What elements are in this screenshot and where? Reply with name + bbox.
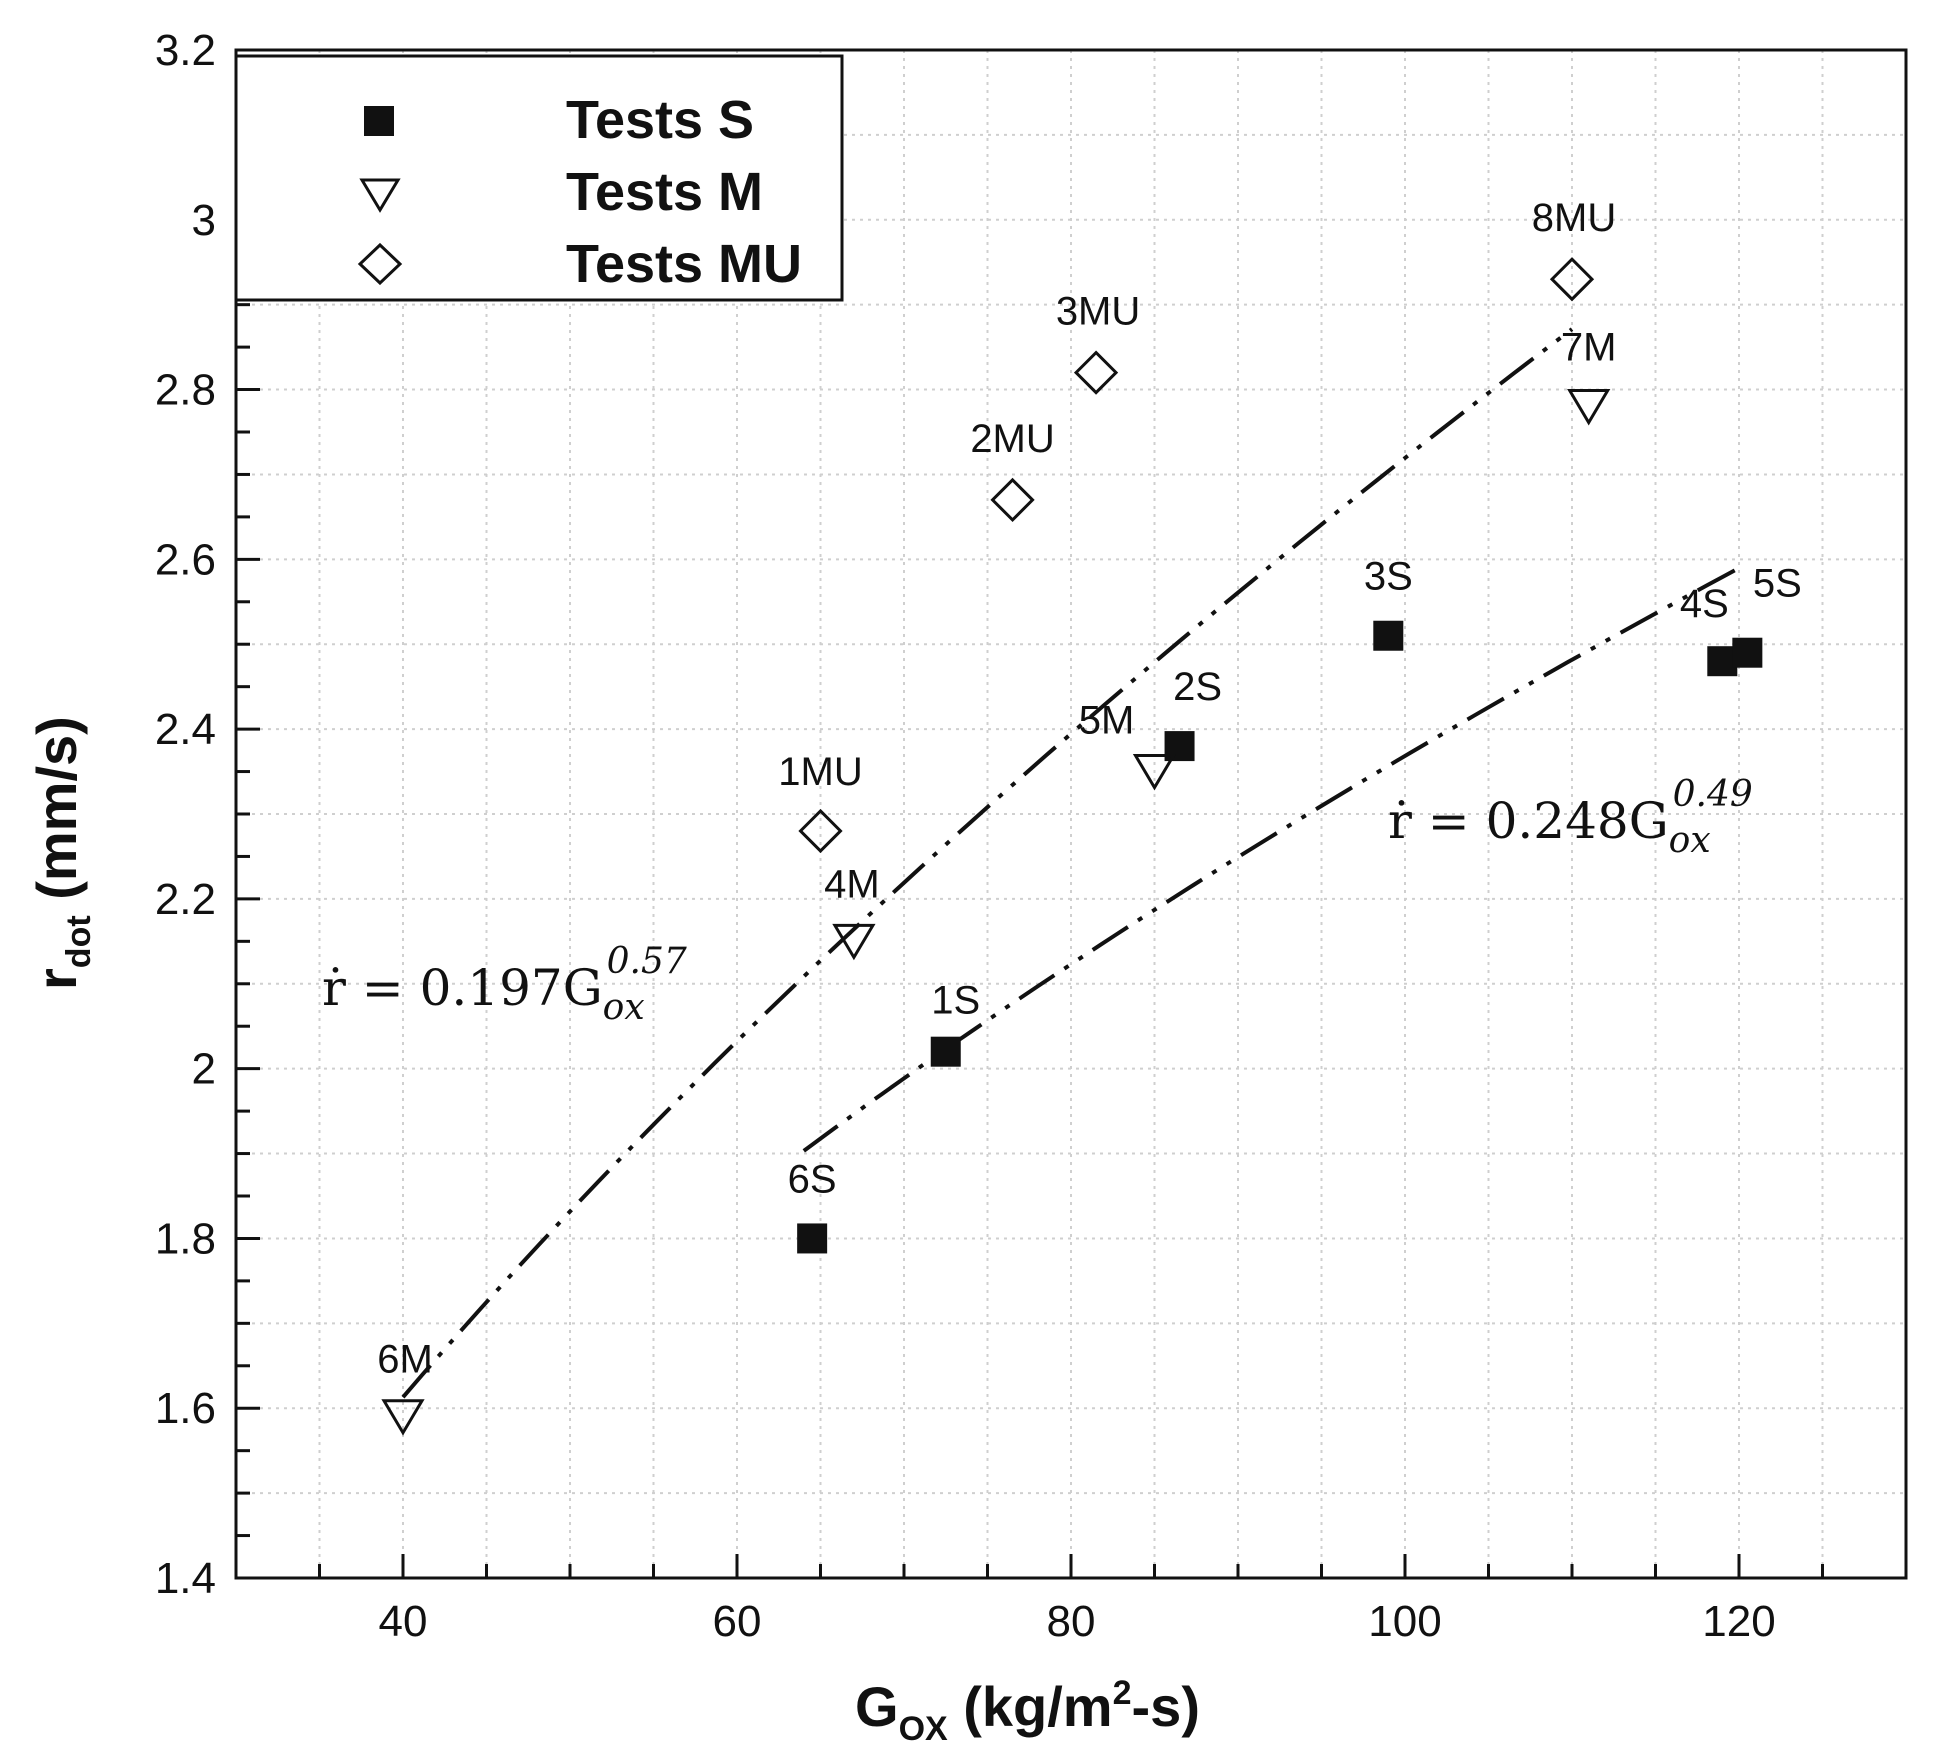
fit-M-line bbox=[401, 327, 1574, 1399]
equation-fit-s-sup: 0.49 bbox=[1673, 774, 1753, 815]
data-points bbox=[381, 257, 1763, 1436]
y-tick-label: 2.4 bbox=[155, 705, 216, 754]
equation-fit-s-sub: ox bbox=[1669, 820, 1711, 861]
label-5s: 5S bbox=[1753, 562, 1802, 606]
x-tick-label: 60 bbox=[713, 1597, 762, 1646]
point-3s bbox=[1373, 620, 1404, 651]
axes: 40 60 80 100 120 1.4 1.6 1.8 2 2.2 2.4 2.6 2.8 3 3.2 bbox=[155, 26, 1908, 1646]
label-2s: 2S bbox=[1173, 665, 1222, 709]
label-4m: 4M bbox=[824, 862, 880, 906]
point-7m bbox=[1567, 389, 1611, 426]
label-1mu: 1MU bbox=[778, 750, 862, 794]
equation-fit-m-prefix: ṙ = 0.197G bbox=[322, 959, 603, 1017]
equation-fit-m-sup: 0.57 bbox=[607, 941, 687, 982]
equation-fit-m-sub: ox bbox=[603, 987, 645, 1028]
x-tick-label: 100 bbox=[1368, 1597, 1441, 1646]
label-3s: 3S bbox=[1364, 555, 1413, 599]
y-tick-label: 2 bbox=[192, 1045, 216, 1094]
equation-fit-s: ṙ = 0.248Gox 0.49 bbox=[1388, 774, 1753, 861]
equation-fit-m: ṙ = 0.197Gox 0.57 bbox=[322, 941, 687, 1028]
point-1mu bbox=[798, 808, 843, 854]
legend-marker-tests-s bbox=[364, 106, 394, 136]
label-7m: 7M bbox=[1561, 326, 1617, 370]
label-6s: 6S bbox=[788, 1157, 837, 1201]
y-tick-label: 2.6 bbox=[155, 535, 216, 584]
y-axis-title: rdot (mm/s) bbox=[25, 716, 98, 990]
label-6m: 6M bbox=[377, 1338, 433, 1382]
x-tick-label: 120 bbox=[1702, 1597, 1775, 1646]
point-4s bbox=[1707, 646, 1738, 677]
point-6m bbox=[381, 1399, 425, 1436]
y-tick-label: 2.8 bbox=[155, 366, 216, 415]
legend-label-tests-s: Tests S bbox=[566, 90, 754, 150]
label-3mu: 3MU bbox=[1056, 290, 1140, 334]
x-axis-title-unit: (kg/m bbox=[948, 1675, 1113, 1738]
x-axis-title-sub: OX bbox=[899, 1710, 948, 1748]
legend-box bbox=[234, 54, 844, 302]
point-4m bbox=[832, 923, 876, 961]
y-tick-label: 1.8 bbox=[155, 1214, 216, 1263]
legend: Tests S Tests M Tests MU bbox=[234, 54, 844, 302]
y-axis-title-main: r bbox=[25, 968, 88, 990]
equation-fit-s-prefix: ṙ = 0.248G bbox=[1388, 792, 1669, 850]
legend-label-tests-m: Tests M bbox=[566, 162, 763, 222]
point-8mu bbox=[1549, 257, 1595, 302]
legend-marker-tests-mu bbox=[357, 242, 403, 286]
label-2mu: 2MU bbox=[970, 417, 1054, 461]
x-tick-label: 40 bbox=[379, 1597, 428, 1646]
point-6s bbox=[797, 1223, 828, 1254]
label-4s: 4S bbox=[1680, 582, 1729, 626]
x-tick-label: 80 bbox=[1047, 1597, 1096, 1646]
y-tick-label: 1.4 bbox=[155, 1554, 216, 1603]
grid-layer bbox=[236, 50, 1906, 1578]
y-tick-label: 3.2 bbox=[155, 26, 216, 75]
point-5m bbox=[1132, 754, 1177, 791]
point-2mu bbox=[990, 477, 1035, 523]
label-8mu: 8MU bbox=[1532, 196, 1616, 240]
y-axis-title-unit: (mm/s) bbox=[25, 716, 88, 915]
x-axis-title-main: G bbox=[855, 1675, 899, 1738]
x-axis-title: GOX (kg/m2-s) bbox=[855, 1674, 1200, 1748]
legend-marker-tests-m bbox=[359, 178, 401, 213]
y-tick-label: 3 bbox=[192, 196, 216, 245]
point-labels: 1S 2S 3S 4S 5S 6S 4M 5M 6M 7M 1MU 2MU 3MU 8MU bbox=[377, 196, 1802, 1382]
x-axis-title-unit-end: -s) bbox=[1132, 1675, 1200, 1738]
point-3mu bbox=[1073, 350, 1119, 395]
label-1s: 1S bbox=[931, 979, 980, 1023]
y-axis-title-sub: dot bbox=[60, 915, 98, 968]
y-tick-label: 1.6 bbox=[155, 1384, 216, 1433]
y-tick-label: 2.2 bbox=[155, 875, 216, 924]
point-5s bbox=[1732, 637, 1763, 668]
x-axis-title-sup: 2 bbox=[1113, 1674, 1132, 1712]
label-5m: 5M bbox=[1079, 699, 1135, 743]
legend-label-tests-mu: Tests MU bbox=[566, 234, 802, 294]
point-1s bbox=[930, 1036, 961, 1067]
